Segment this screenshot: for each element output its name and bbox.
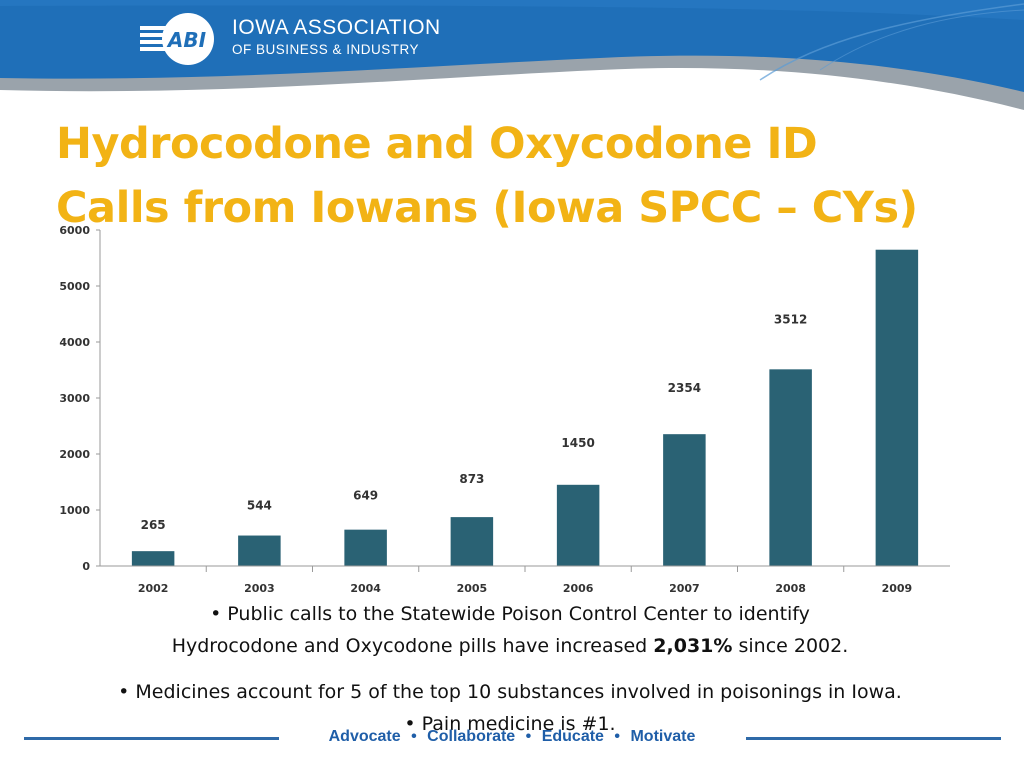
- footer: Advocate • Collaborate • Educate • Motiv…: [0, 722, 1024, 754]
- bar-2004: [344, 529, 387, 566]
- slide-title: Hydrocodone and Oxycodone ID Calls from …: [56, 112, 996, 240]
- org-name-line2: OF BUSINESS & INDUSTRY: [232, 42, 420, 57]
- x-tick-label: 2008: [775, 582, 806, 595]
- data-label: 873: [459, 472, 484, 486]
- y-tick-label: 4000: [59, 336, 90, 349]
- bar-2006: [556, 484, 600, 566]
- bullet-3: • Pain medicine is #1.: [404, 713, 616, 735]
- tagline-collaborate: Collaborate: [427, 728, 516, 745]
- abi-logo: ABI: [140, 13, 214, 65]
- x-tick-label: 2004: [350, 582, 381, 595]
- y-tick-label: 6000: [59, 224, 90, 237]
- footer-tagline: Advocate • Collaborate • Educate • Motiv…: [328, 728, 696, 745]
- y-axis: 0 1000 2000 3000 4000 5000 6000: [59, 224, 101, 573]
- title-line1: Hydrocodone and Oxycodone ID: [56, 119, 818, 169]
- bar-chart: 0 1000 2000 3000 4000 5000 6000 265 544 649 873 14…: [59, 224, 950, 595]
- y-tick-label: 3000: [59, 392, 90, 405]
- bar-2002: [131, 551, 175, 566]
- logo-text: ABI: [166, 28, 207, 52]
- data-labels-group: 2655446498731450235435125648: [141, 312, 808, 532]
- x-tick-label: 2009: [882, 582, 913, 595]
- footer-left-rule: [24, 737, 279, 740]
- data-label: 649: [353, 489, 378, 503]
- bullet-2-line1: • Medicines account for 5 of the top 10 …: [118, 681, 902, 703]
- tagline-motivate: Motivate: [630, 728, 696, 745]
- bullet-text: • Public calls to the Statewide Poison C…: [60, 598, 960, 740]
- x-tick-label: 2005: [457, 582, 488, 595]
- x-tick-label: 2006: [563, 582, 594, 595]
- tagline-educate: Educate: [541, 728, 604, 745]
- bar-2008: [769, 369, 812, 566]
- x-tick-label: 2002: [138, 582, 169, 595]
- bullet-2: • Medicines account for 5 of the top 10 …: [60, 676, 960, 740]
- x-axis: 2002 2003 2004 2005 2006 2007 2008 2009: [100, 565, 950, 595]
- x-tick-label: 2003: [244, 582, 275, 595]
- bar-2009: [875, 249, 919, 566]
- header-banner: [0, 0, 1024, 110]
- bar-2007: [663, 434, 706, 566]
- bullet-1: • Public calls to the Statewide Poison C…: [60, 598, 960, 662]
- banner-blue-band: [0, 0, 1024, 92]
- data-label: 265: [141, 518, 166, 532]
- bullet-1-line1: • Public calls to the Statewide Poison C…: [210, 603, 810, 625]
- x-tick-label: 2007: [669, 582, 700, 595]
- y-tick-label: 2000: [59, 448, 90, 461]
- title-line2: Calls from Iowans (Iowa SPCC – CYs): [56, 183, 918, 233]
- tagline-advocate: Advocate: [328, 728, 401, 745]
- bullet-1-highlight: 2,031%: [653, 635, 733, 657]
- data-label: 544: [247, 499, 272, 513]
- y-tick-label: 5000: [59, 280, 90, 293]
- bullet-1-line2-pre: Hydrocodone and Oxycodone pills have inc…: [171, 635, 654, 657]
- bars-group: [131, 249, 919, 566]
- bar-2005: [450, 517, 494, 566]
- data-label: 3512: [774, 312, 807, 326]
- y-tick-label: 1000: [59, 504, 90, 517]
- y-tick-label: 0: [82, 560, 90, 573]
- data-label: 2354: [668, 381, 701, 395]
- bar-2003: [238, 535, 281, 566]
- data-label: 1450: [561, 436, 594, 450]
- bullet-1-line2-post: since 2002.: [732, 635, 849, 657]
- footer-right-rule: [746, 737, 1001, 740]
- org-name-line1: IOWA ASSOCIATION: [232, 16, 441, 39]
